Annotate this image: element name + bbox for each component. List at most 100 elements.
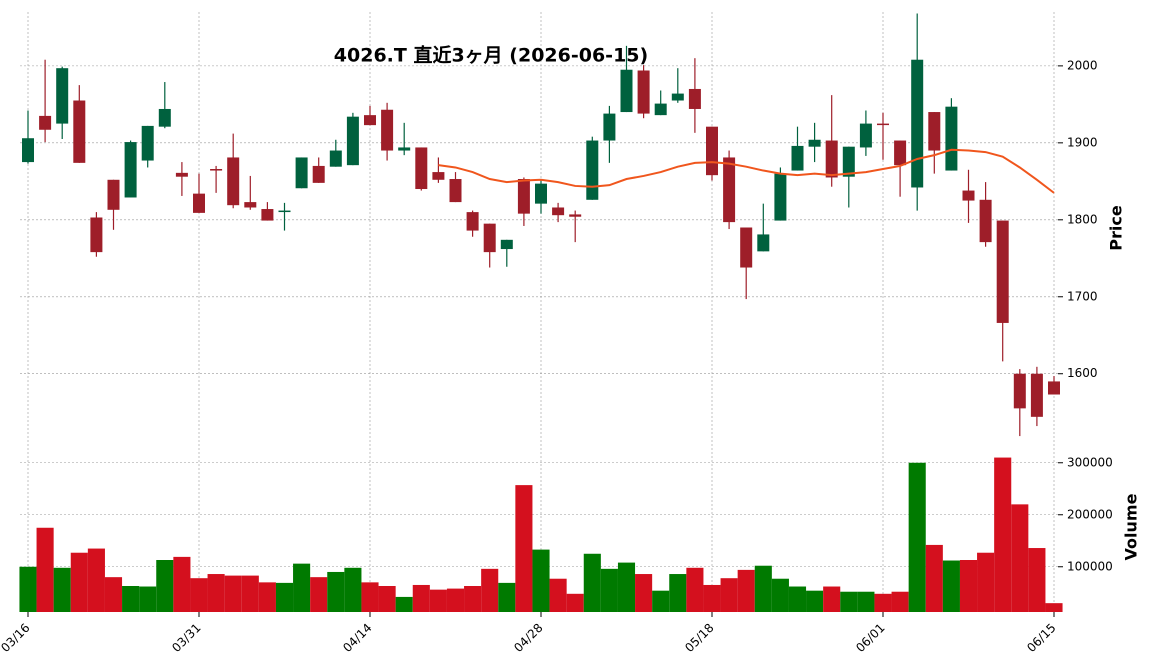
- candle-body: [1030, 373, 1043, 417]
- candle-body: [740, 227, 753, 268]
- candle-body: [517, 179, 530, 214]
- volume-bar: [378, 586, 396, 612]
- candle-body: [671, 93, 684, 101]
- volume-bar: [104, 577, 123, 612]
- candle-body: [996, 220, 1009, 323]
- volume-bar: [464, 586, 482, 612]
- candle-body: [808, 139, 821, 147]
- x-tick-label: 05/18: [682, 621, 716, 655]
- volume-bar: [515, 485, 533, 612]
- y-axis-label: Volume: [1122, 493, 1141, 560]
- candle-body: [1048, 381, 1060, 395]
- y-tick-label: 1700: [1067, 289, 1098, 303]
- candle-body: [56, 68, 69, 124]
- volume-bar: [156, 560, 174, 612]
- y-tick-label: 1800: [1067, 212, 1098, 226]
- volume-bar: [737, 569, 755, 612]
- candle-body: [158, 108, 171, 127]
- candle-body: [654, 103, 667, 116]
- candle-body: [535, 183, 547, 204]
- candle-body: [774, 173, 787, 221]
- candle-body: [859, 123, 872, 148]
- candle-body: [364, 115, 376, 126]
- volume-bar: [908, 462, 926, 612]
- candle-body: [312, 165, 325, 183]
- volume-bar: [1011, 504, 1029, 612]
- y-tick-label: 200000: [1067, 507, 1113, 521]
- candle-body: [73, 100, 86, 163]
- volume-bar: [275, 582, 294, 612]
- volume-bar: [344, 567, 362, 612]
- volume-bar: [327, 571, 345, 612]
- volume-bar: [481, 568, 499, 612]
- candle-body: [449, 179, 462, 203]
- volume-bar: [703, 584, 721, 612]
- x-tick-label: 04/14: [340, 621, 374, 655]
- volume-bar: [600, 568, 618, 612]
- volume-bar: [788, 586, 807, 612]
- candle-body: [723, 157, 736, 223]
- candle-body: [962, 190, 975, 201]
- candle-body: [124, 142, 137, 198]
- candle-body: [791, 145, 804, 171]
- volume-bar: [532, 549, 550, 612]
- volume-bar: [122, 586, 140, 612]
- candle-body: [244, 202, 257, 208]
- y-tick-label: 100000: [1067, 559, 1113, 573]
- volume-bar: [87, 548, 105, 612]
- volume-bar: [70, 552, 88, 612]
- volume-bar: [36, 527, 54, 612]
- volume-bar: [412, 584, 430, 612]
- volume-bar: [1028, 548, 1046, 612]
- volume-bar: [190, 578, 208, 612]
- candle-body: [1013, 373, 1026, 409]
- candle-body: [894, 140, 907, 166]
- volume-bar: [840, 591, 858, 612]
- candle-body: [979, 199, 992, 243]
- volume-bar: [258, 582, 276, 612]
- candle-body: [175, 172, 188, 177]
- candle-body: [329, 150, 342, 167]
- candle-body: [346, 116, 359, 166]
- volume-bar: [207, 574, 225, 612]
- candle-body: [757, 234, 770, 252]
- candle-body: [278, 210, 291, 213]
- candle-body: [603, 113, 616, 141]
- volume-bar: [1045, 603, 1063, 612]
- volume-bar: [224, 575, 242, 612]
- volume-bar: [173, 556, 191, 612]
- candle-body: [620, 69, 633, 113]
- moving-average-line: [438, 148, 1055, 194]
- volume-bar: [669, 574, 687, 612]
- candle-body: [911, 59, 924, 188]
- volume-bar: [874, 593, 892, 612]
- candle-body: [877, 123, 889, 126]
- volume-bar: [635, 574, 653, 612]
- y-tick-label: 1600: [1067, 366, 1098, 380]
- volume-bar: [498, 582, 516, 612]
- candle-body: [261, 209, 274, 221]
- volume-bar: [925, 544, 943, 612]
- candle-body: [500, 239, 513, 250]
- volume-bar: [857, 591, 875, 612]
- candle-body: [39, 115, 52, 130]
- volume-bar: [771, 578, 789, 612]
- candle-body: [586, 140, 599, 200]
- candle-body: [227, 157, 240, 206]
- volume-bar: [823, 586, 841, 612]
- volume-bar: [617, 562, 636, 612]
- candle-body: [432, 172, 445, 180]
- volume-bar: [652, 590, 670, 612]
- y-tick-label: 1900: [1067, 135, 1098, 149]
- x-tick-label: 06/15: [1024, 621, 1058, 655]
- candle-body: [928, 112, 941, 151]
- candle-body: [552, 207, 565, 216]
- candle-body: [141, 125, 154, 161]
- volume-bar: [566, 593, 584, 612]
- candle-body: [107, 179, 120, 210]
- candle-body: [706, 126, 718, 176]
- volume-bar: [583, 553, 601, 612]
- y-axis-label: Price: [1107, 205, 1126, 251]
